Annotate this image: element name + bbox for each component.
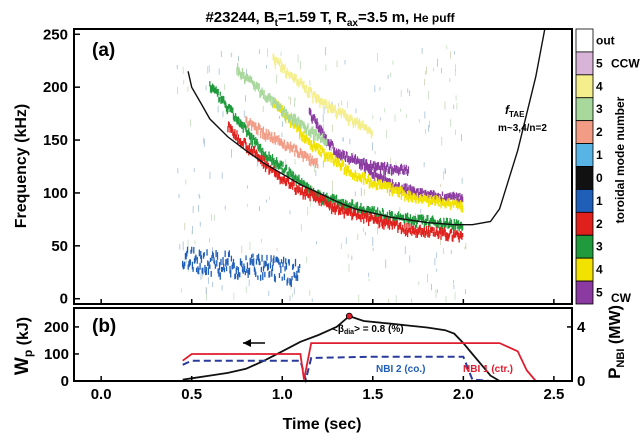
series-0 xyxy=(182,315,501,382)
panel-a-y-ticks: 0 50 100 150 200 250 xyxy=(43,26,80,308)
y-tick-label: 200 xyxy=(43,79,68,96)
wp-axis-arrowhead xyxy=(243,339,251,347)
left-tick-label: 0 xyxy=(61,373,69,390)
panel-a-frame xyxy=(73,28,573,305)
ftae-mode-label: m~3,4/n=2 xyxy=(498,123,547,134)
panel-b-ticks: 0.0 0.5 1.0 1.5 2.0 2.5 0 100 200 0 4 xyxy=(44,299,586,403)
ftae-curve xyxy=(187,28,546,226)
colorbar-tick: out xyxy=(596,33,615,47)
colorbar-swatch xyxy=(575,211,594,236)
y-tick-label: 100 xyxy=(43,185,68,202)
legend-nbi1: NBI 1 (ctr.) xyxy=(463,364,513,375)
colorbar-swatch xyxy=(575,189,594,213)
colorbar-swatch xyxy=(575,143,594,167)
colorbar-tick: 3 xyxy=(596,102,603,116)
colorbar-tick: 4 xyxy=(596,263,603,277)
panel-a-spectrogram: 0 50 100 150 200 250 (a) Frequency (kHz) fTAE… xyxy=(13,26,573,308)
y-tick-label: 0 xyxy=(60,291,68,308)
colorbar-swatch xyxy=(575,166,594,190)
left-tick-label: 100 xyxy=(44,346,69,363)
panel-a-mode-traces xyxy=(182,53,464,287)
legend-nbi2: NBI 2 (co.) xyxy=(376,364,425,375)
colorbar-swatch xyxy=(575,234,594,259)
mode-trace-7 xyxy=(236,63,328,146)
panel-a-noise xyxy=(176,45,467,305)
colorbar-tick: 3 xyxy=(596,240,603,254)
colorbar-swatch xyxy=(575,280,594,305)
x-tick-label: 0.5 xyxy=(181,386,202,403)
colorbar-tick: 1 xyxy=(596,194,603,208)
x-tick-label: 2.0 xyxy=(453,386,474,403)
colorbar-tick: 2 xyxy=(596,217,603,231)
x-axis-label: Time (sec) xyxy=(283,416,362,433)
mode-trace-2 xyxy=(272,99,464,213)
panel-b-series xyxy=(182,315,537,384)
colorbar-tick: 4 xyxy=(596,79,603,93)
series-1 xyxy=(182,355,491,384)
right-tick-label: 4 xyxy=(577,319,586,336)
panel-b-left-axis-label: Wp (kJ) xyxy=(12,317,35,375)
beta-annotation: <βdia> = 0.8 (%) xyxy=(332,324,404,336)
panel-b-frame xyxy=(73,307,573,382)
colorbar-tick: 5 xyxy=(596,286,603,300)
colorbar-swatch xyxy=(575,97,594,122)
left-tick-label: 200 xyxy=(44,319,69,336)
mode-number-colorbar: out 5 CCW 4 3 2 1 0 1 2 3 4 5 CW xyxy=(575,28,640,305)
x-tick-label: 0.0 xyxy=(91,386,112,403)
x-tick-label: 1.5 xyxy=(362,386,383,403)
panel-b-right-axis-label: PNBI (MW) xyxy=(605,305,627,379)
panel-a-y-axis-label: Frequency (kHz) xyxy=(13,104,30,228)
colorbar-swatch xyxy=(575,257,594,282)
right-tick-label: 0 xyxy=(577,373,585,390)
y-tick-label: 250 xyxy=(43,26,68,43)
x-tick-label: 2.5 xyxy=(543,386,564,403)
mode-trace-6 xyxy=(272,53,373,139)
mode-trace-5 xyxy=(182,246,301,287)
colorbar-direction: CW xyxy=(611,291,632,305)
colorbar-swatch xyxy=(575,51,594,76)
panel-b-background xyxy=(74,308,572,381)
colorbar-tick: 5 xyxy=(596,56,603,70)
series-2 xyxy=(182,342,537,382)
colorbar-title: toroidal mode number xyxy=(613,96,627,223)
y-tick-label: 50 xyxy=(51,238,68,255)
mode-trace-8 xyxy=(245,115,319,169)
beta-peak-marker xyxy=(345,312,353,320)
ftae-label: fTAE xyxy=(505,103,525,119)
colorbar-direction: CCW xyxy=(611,56,640,70)
colorbar-tick: 2 xyxy=(596,125,603,139)
colorbar-swatch xyxy=(575,28,594,53)
y-tick-label: 150 xyxy=(43,132,68,149)
colorbar-tick: 1 xyxy=(596,148,603,162)
colorbar-swatch xyxy=(575,120,594,144)
x-tick-label: 1.0 xyxy=(272,386,293,403)
panel-b-label: (b) xyxy=(92,316,116,337)
panel-a-label: (a) xyxy=(92,40,115,61)
figure-title: #23244, Bt=1.59 T, Rax=3.5 m, He puff xyxy=(205,9,455,29)
colorbar-swatch xyxy=(575,74,594,99)
mode-trace-4 xyxy=(227,121,464,243)
colorbar-tick: 0 xyxy=(596,171,603,185)
